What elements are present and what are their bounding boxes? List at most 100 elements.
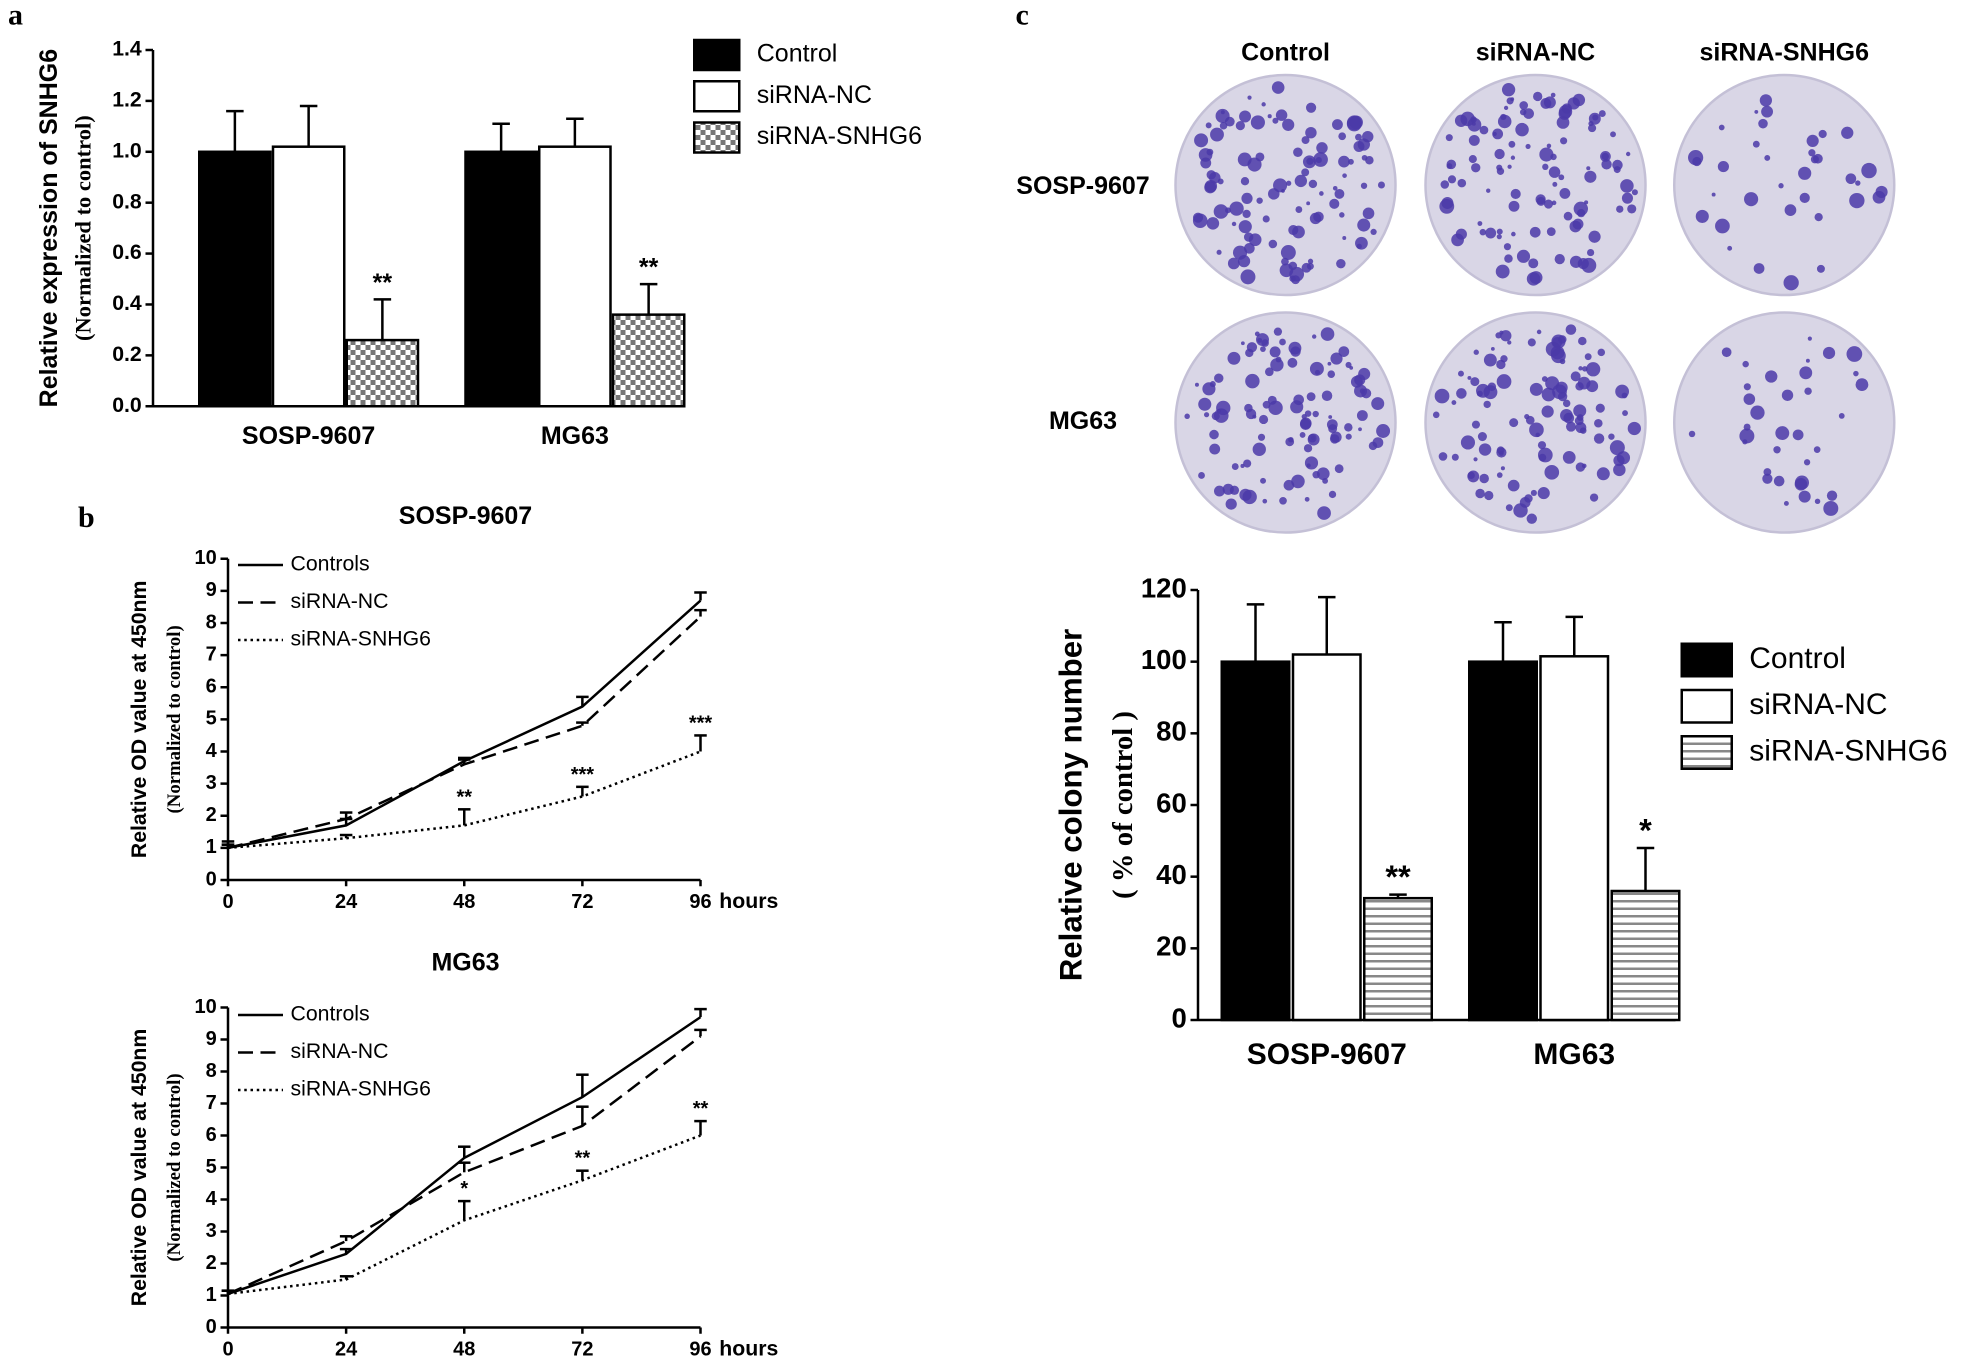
colony — [1773, 446, 1781, 454]
y-tick-label: 0.8 — [112, 189, 142, 213]
colony — [1803, 459, 1811, 466]
colony — [1528, 258, 1539, 269]
colony — [1479, 125, 1489, 135]
colony — [1360, 182, 1368, 189]
y-tick-label: 9 — [206, 579, 217, 601]
colony — [1235, 121, 1245, 131]
colony — [1739, 428, 1755, 444]
colony — [1262, 498, 1268, 504]
colony — [1280, 245, 1296, 260]
colony — [1773, 475, 1785, 487]
colony — [1496, 472, 1503, 478]
colony — [1537, 441, 1547, 450]
bar — [197, 150, 272, 408]
colony — [1257, 433, 1266, 441]
colony — [1328, 490, 1337, 499]
colony — [1301, 168, 1310, 177]
colony — [1198, 472, 1205, 479]
colony — [1304, 410, 1312, 417]
y-tick-label: 0 — [206, 868, 217, 890]
y-tick-label: 0 — [1171, 1002, 1186, 1033]
colony — [1575, 382, 1584, 391]
colony — [1267, 395, 1277, 405]
colony — [1357, 218, 1371, 232]
colony — [1515, 122, 1529, 137]
legend-label: siRNA-SNHG6 — [291, 1077, 432, 1101]
colony-images — [1174, 73, 1896, 534]
colony — [1584, 170, 1597, 183]
panel-label: a — [8, 0, 23, 31]
colony — [1334, 464, 1344, 474]
colony — [1586, 166, 1591, 171]
colony — [1781, 389, 1794, 401]
colony — [1524, 414, 1530, 420]
bar — [1610, 889, 1681, 1022]
colony — [1761, 105, 1774, 118]
colony — [1306, 157, 1314, 165]
colony — [1513, 503, 1528, 518]
colony — [1204, 181, 1217, 194]
colony — [1744, 192, 1759, 207]
x-tick-label: MG63 — [541, 422, 609, 450]
colony — [1516, 249, 1531, 263]
colony — [1470, 377, 1480, 387]
colony — [1348, 158, 1354, 165]
colony — [1508, 200, 1520, 212]
colony — [1530, 489, 1537, 497]
colony — [1529, 382, 1543, 396]
colony — [1290, 346, 1301, 357]
colony — [1440, 180, 1450, 189]
colony — [1319, 191, 1324, 196]
colony — [1537, 447, 1553, 463]
colony — [1460, 111, 1475, 127]
colony — [1293, 394, 1304, 406]
colony — [1205, 122, 1212, 129]
legend-swatch — [693, 121, 741, 154]
colony — [1331, 119, 1343, 131]
colony — [1376, 424, 1391, 438]
colony — [1434, 388, 1450, 404]
colony — [1286, 180, 1292, 186]
colony — [1231, 463, 1239, 470]
significance: ** — [575, 1148, 591, 1170]
x-axis-label: hours — [719, 889, 778, 913]
colony — [1500, 466, 1505, 471]
colony — [1541, 405, 1554, 418]
colony — [1232, 245, 1248, 260]
colony — [1695, 209, 1709, 223]
colony — [1496, 446, 1505, 455]
colony — [1813, 153, 1823, 164]
colony — [1260, 477, 1267, 484]
colony — [1558, 174, 1565, 181]
colony — [1213, 204, 1229, 219]
colony — [1592, 114, 1599, 121]
colony — [1510, 97, 1515, 102]
colony — [1206, 170, 1216, 180]
colony — [1578, 366, 1583, 371]
colony — [1554, 253, 1565, 265]
colony — [1338, 155, 1350, 168]
y-tick-label: 2 — [206, 804, 217, 826]
y-tick-label: 5 — [206, 1156, 217, 1178]
colony — [1764, 154, 1771, 161]
legend-label: siRNA-NC — [291, 1039, 389, 1063]
colony — [1496, 228, 1503, 235]
colony — [1806, 134, 1819, 148]
colony — [1846, 346, 1863, 362]
colony — [1368, 441, 1378, 451]
colony — [1206, 217, 1220, 230]
colony — [1279, 496, 1287, 505]
plate — [1174, 311, 1397, 534]
legend-swatch — [1680, 735, 1733, 770]
colony — [1471, 420, 1481, 429]
colony — [1194, 382, 1199, 387]
colony — [1798, 490, 1811, 503]
colony — [1287, 357, 1298, 368]
colony — [1566, 421, 1577, 432]
y-tick-label: 0.6 — [112, 240, 142, 264]
colony — [1362, 207, 1375, 220]
colony — [1587, 248, 1595, 257]
plate — [1424, 311, 1647, 534]
colony — [1203, 412, 1210, 418]
